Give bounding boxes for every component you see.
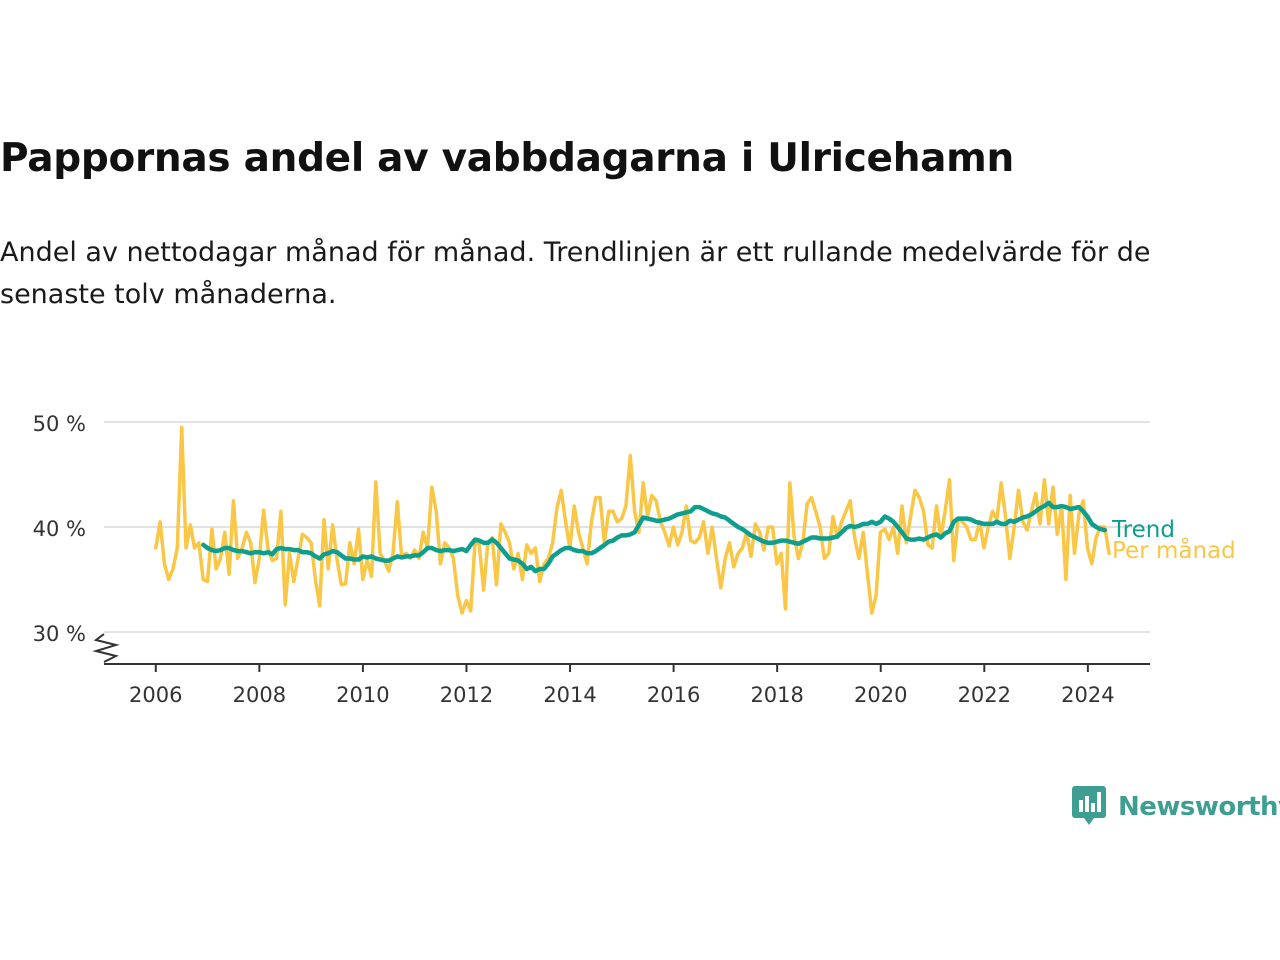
- x-tick-label: 2006: [129, 683, 182, 707]
- x-tick-label: 2018: [750, 683, 803, 707]
- y-tick-label: 50 %: [33, 412, 86, 436]
- x-tick-label: 2022: [958, 683, 1011, 707]
- x-tick-label: 2024: [1061, 683, 1114, 707]
- legend-label-per-manad: Per månad: [1112, 536, 1236, 564]
- brand-name: Newsworthy: [1118, 792, 1280, 822]
- series-lines: [154, 425, 1111, 615]
- legend-label-trend: Trend: [1111, 517, 1175, 543]
- y-axis: 30 % 40 % 50 %: [33, 412, 120, 663]
- x-tick-label: 2020: [854, 683, 907, 707]
- axis-break-icon: [92, 633, 120, 663]
- x-tick-label: 2010: [336, 683, 389, 707]
- x-tick-label: 2008: [233, 683, 286, 707]
- x-axis: 2006 2008 2010 2012 2014 2016 2018 2020 2022 2024: [104, 663, 1150, 707]
- y-tick-label: 40 %: [33, 517, 86, 541]
- x-tick-label: 2014: [543, 683, 596, 707]
- chart-subtitle: Andel av nettodagar månad för månad. Tre…: [0, 237, 1151, 310]
- series-line-trend: [201, 500, 1108, 574]
- newsworthy-logo-icon: [1072, 786, 1106, 825]
- chart-title: Pappornas andel av vabbdagarna i Ulriceh…: [0, 136, 1014, 181]
- series-line-per-manad: [154, 425, 1111, 615]
- newsworthy-logo: Newsworthy: [1072, 786, 1280, 828]
- y-tick-label: 30 %: [33, 622, 86, 646]
- x-tick-label: 2012: [440, 683, 493, 707]
- x-tick-label: 2016: [647, 683, 700, 707]
